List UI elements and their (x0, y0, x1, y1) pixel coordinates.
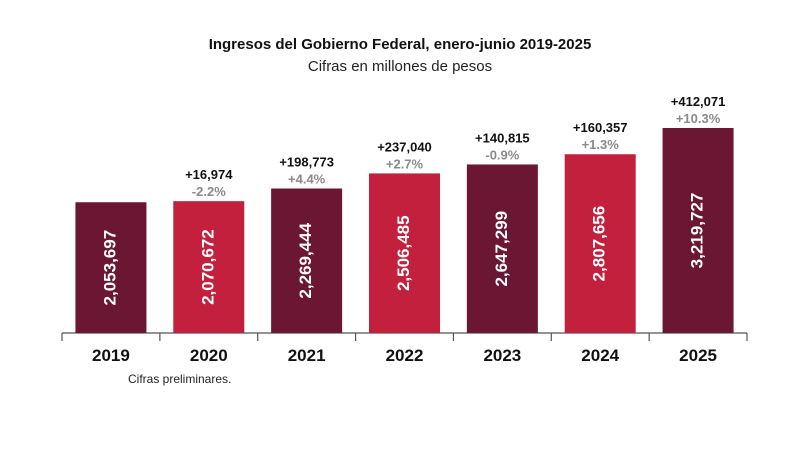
bar-value-label: 2,269,444 (296, 222, 315, 298)
change-label: +198,773 (279, 155, 334, 170)
bar-value-label: 2,070,672 (198, 229, 217, 305)
bar-2025 (662, 128, 734, 333)
bar-2024 (564, 154, 636, 333)
pct-change-label: +4.4% (288, 172, 326, 187)
x-tick-label: 2024 (581, 346, 619, 365)
bar-value-label: 3,219,727 (688, 193, 707, 269)
chart-subtitle: Cifras en millones de pesos (307, 58, 493, 75)
pct-change-label: +2.7% (386, 156, 424, 171)
x-tick-label: 2020 (190, 346, 228, 365)
bar-value-label: 2,807,656 (590, 206, 609, 282)
bar-value-label: 2,647,299 (492, 211, 511, 287)
bar-value-label: 2,053,697 (100, 230, 119, 306)
pct-change-label: -2.2% (192, 184, 226, 199)
change-label: +160,357 (573, 120, 628, 135)
bar-2021 (271, 188, 343, 333)
pct-change-label: -0.9% (485, 147, 519, 162)
x-tick-label: 2022 (386, 346, 424, 365)
x-tick-label: 2023 (483, 346, 521, 365)
bar-value-label: 2,506,485 (394, 215, 413, 291)
pct-change-label: +1.3% (582, 137, 620, 152)
x-tick-label: 2021 (288, 346, 326, 365)
x-tick-label: 2025 (679, 346, 717, 365)
change-label: +140,815 (475, 130, 530, 145)
chart-title: Ingresos del Gobierno Federal, enero-jun… (208, 36, 592, 53)
bar-2019 (75, 202, 147, 333)
pct-change-label: +10.3% (676, 111, 721, 126)
bar-2020 (173, 201, 245, 333)
bar-2022 (369, 173, 440, 333)
change-label: +16,974 (185, 167, 233, 182)
change-label: +237,040 (377, 139, 432, 154)
bar-2023 (466, 164, 538, 333)
x-tick-label: 2019 (92, 346, 130, 365)
change-label: +412,071 (671, 94, 726, 109)
chart-footnote: Cifras preliminares. (128, 372, 232, 386)
